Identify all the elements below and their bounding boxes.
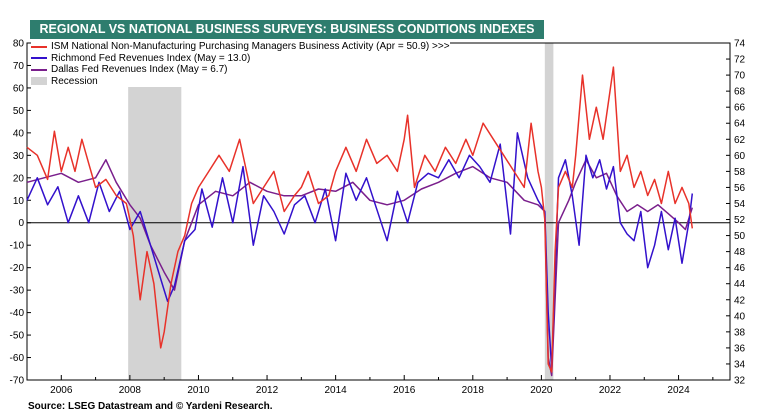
x-tick-label: 2018 (462, 385, 485, 396)
source-note: Source: LSEG Datastream and © Yardeni Re… (28, 401, 273, 412)
legend: ISM National Non-Manufacturing Purchasin… (31, 41, 450, 87)
left-tick-label: -10 (10, 241, 25, 252)
left-tick-label: -20 (10, 263, 25, 274)
left-tick-label: -50 (10, 331, 25, 342)
left-tick-label: 20 (13, 173, 25, 184)
right-tick-label: 66 (734, 103, 746, 114)
tick-labels: -70 -60 -50 -40 -30 -20 -10 0 10 20 30 40 50 60 70 80 32… (10, 39, 746, 397)
x-tick-label: 2022 (599, 385, 622, 396)
right-tick-label: 36 (734, 343, 746, 354)
right-tick-label: 34 (734, 359, 746, 370)
chart-title: REGIONAL VS NATIONAL BUSINESS SURVEYS: B… (30, 20, 544, 39)
right-tick-label: 52 (734, 215, 746, 226)
legend-label-dallas: Dallas Fed Revenues Index (May = 6.7) (51, 64, 228, 75)
right-tick-label: 72 (734, 55, 746, 66)
legend-item-dallas: Dallas Fed Revenues Index (May = 6.7) (31, 64, 450, 76)
legend-swatch-dallas (31, 68, 47, 71)
left-tick-label: -40 (10, 308, 25, 319)
right-tick-label: 44 (734, 279, 746, 290)
left-tick-label: 60 (13, 83, 25, 94)
x-tick-label: 2024 (667, 385, 690, 396)
x-tick-label: 2006 (50, 385, 73, 396)
legend-swatch-recession (31, 77, 47, 86)
right-tick-label: 46 (734, 263, 746, 274)
x-tick-label: 2012 (256, 385, 279, 396)
x-tick-label: 2016 (393, 385, 416, 396)
legend-item-recession: Recession (31, 76, 450, 88)
recession-band-1 (544, 43, 554, 380)
right-tick-label: 48 (734, 247, 746, 258)
right-tick-label: 54 (734, 199, 746, 210)
legend-swatch-ism (31, 45, 47, 48)
right-tick-label: 70 (734, 71, 746, 82)
right-tick-label: 62 (734, 135, 746, 146)
left-tick-label: 50 (13, 106, 25, 117)
x-tick-label: 2014 (325, 385, 348, 396)
recession-band-0 (128, 43, 182, 380)
left-tick-label: -70 (10, 376, 25, 387)
right-tick-label: 68 (734, 87, 746, 98)
right-tick-label: 50 (734, 231, 746, 242)
left-tick-label: -60 (10, 353, 25, 364)
left-tick-label: 30 (13, 151, 25, 162)
legend-item-richmond: Richmond Fed Revenues Index (May = 13.0) (31, 53, 450, 65)
series-line-2 (26, 159, 694, 377)
legend-item-ism: ISM National Non-Manufacturing Purchasin… (31, 41, 450, 53)
series-line-1 (26, 132, 694, 370)
x-tick-label: 2020 (530, 385, 553, 396)
right-tick-label: 38 (734, 327, 746, 338)
right-tick-label: 32 (734, 376, 746, 387)
series-line-0 (26, 66, 694, 373)
left-tick-label: -30 (10, 286, 25, 297)
left-tick-label: 0 (18, 218, 24, 229)
right-tick-label: 56 (734, 183, 746, 194)
right-tick-label: 60 (734, 151, 746, 162)
right-tick-label: 42 (734, 295, 746, 306)
right-tick-label: 40 (734, 311, 746, 322)
right-tick-label: 64 (734, 119, 746, 130)
left-tick-label: 70 (13, 61, 25, 72)
right-tick-label: 74 (734, 39, 746, 50)
right-tick-label: 58 (734, 167, 746, 178)
left-tick-label: 80 (13, 39, 25, 50)
legend-swatch-richmond (31, 57, 47, 60)
left-tick-label: 40 (13, 128, 25, 139)
series-lines (26, 66, 694, 377)
x-tick-label: 2010 (187, 385, 210, 396)
left-tick-label: 10 (13, 196, 25, 207)
x-tick-label: 2008 (119, 385, 142, 396)
recession-bands (128, 43, 554, 380)
legend-label-ism: ISM National Non-Manufacturing Purchasin… (51, 41, 450, 52)
legend-label-richmond: Richmond Fed Revenues Index (May = 13.0) (51, 52, 251, 64)
legend-label-recession: Recession (51, 75, 98, 87)
